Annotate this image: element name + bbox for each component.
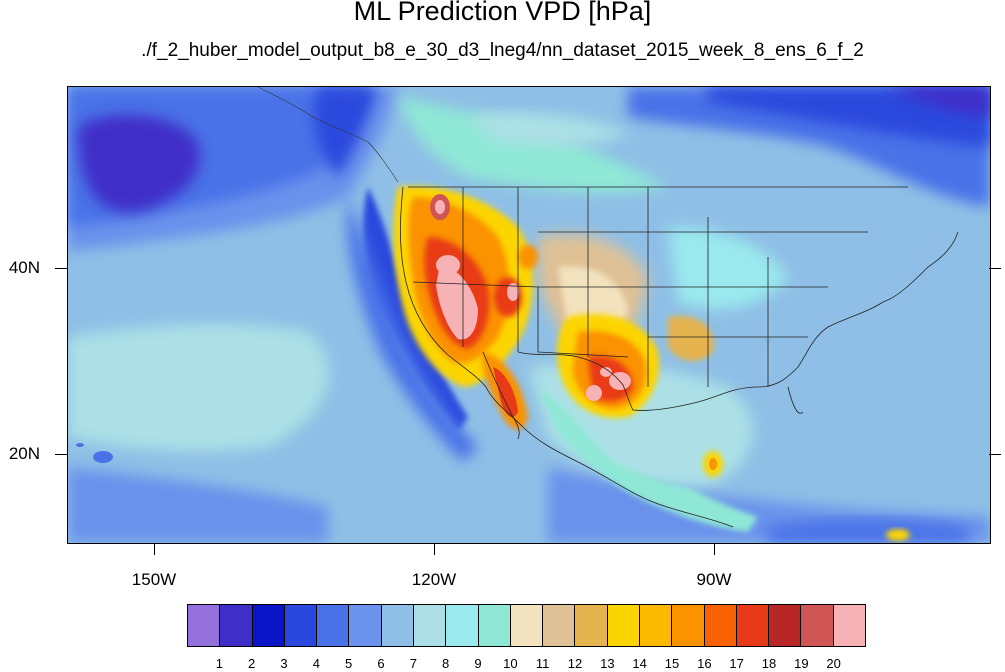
lat-label-20n: 20N: [8, 444, 40, 463]
colorbar-label: 8: [442, 656, 450, 671]
colorbar-label: 11: [535, 656, 550, 671]
lon-label-120w: 120W: [411, 570, 457, 589]
colorbar-label: 10: [503, 656, 518, 671]
lon-label-90w: 90W: [696, 570, 732, 589]
colorbar-box-14: [607, 605, 640, 646]
colorbar-box-16: [672, 605, 705, 646]
lon-tick-150w: [154, 543, 155, 555]
colorbar-box-7: [381, 605, 414, 646]
colorbar-label: 19: [794, 656, 809, 671]
lon-label-150w: 150W: [131, 570, 177, 589]
colorbar-box-6: [349, 605, 382, 646]
colorbar-box-3: [252, 605, 285, 646]
lon-tick-120w: [434, 543, 435, 555]
colorbar-box-5: [317, 605, 350, 646]
colorbar-box-15: [639, 605, 673, 646]
colorbar-box-13: [575, 605, 608, 646]
lat-tick-40n-right: [989, 268, 1001, 269]
lat-tick-20n: [55, 454, 67, 455]
colorbar-box-20: [801, 605, 834, 646]
colorbar-box-19: [769, 605, 802, 646]
colorbar-label: 13: [600, 656, 615, 671]
colorbar-box-11: [510, 605, 544, 646]
colorbar-label: 1: [215, 656, 223, 671]
lat-tick-20n-right: [989, 454, 1001, 455]
lon-tick-90w: [714, 543, 715, 555]
colorbar-label: 6: [377, 656, 385, 671]
colorbar-box-9: [446, 605, 479, 646]
colorbar-label: 15: [664, 656, 680, 671]
colorbar-label: 3: [280, 656, 288, 671]
colorbar-label: 12: [567, 656, 583, 671]
colorbar-label: 2: [248, 656, 256, 671]
colorbar-label: 5: [345, 656, 353, 671]
colorbar-label: 9: [474, 656, 482, 671]
colorbar-box-8: [413, 605, 447, 646]
colorbar-box-12: [543, 605, 576, 646]
colorbar-label: 20: [826, 656, 841, 671]
colorbar: [187, 604, 866, 647]
colorbar-box-10: [478, 605, 511, 646]
colorbar-label: 7: [409, 656, 417, 671]
lat-label-40n: 40N: [8, 258, 40, 277]
colorbar-label: 18: [761, 656, 777, 671]
colorbar-box-4: [284, 605, 318, 646]
colorbar-box-1: [188, 605, 221, 646]
colorbar-label: 14: [632, 656, 647, 671]
colorbar-box-17: [704, 605, 737, 646]
vpd-map: [67, 86, 991, 544]
colorbar-box-2: [220, 605, 253, 646]
colorbar-label: 17: [729, 656, 744, 671]
map-title: ML Prediction VPD [hPa]: [353, 0, 652, 26]
map-canvas: [68, 87, 990, 543]
map-subtitle: ./f_2_huber_model_output_b8_e_30_d3_lneg…: [141, 40, 864, 61]
colorbar-box-21: [833, 605, 865, 646]
colorbar-label: 4: [312, 656, 320, 671]
lat-tick-40n: [55, 268, 67, 269]
colorbar-label: 16: [697, 656, 712, 671]
colorbar-box-18: [736, 605, 770, 646]
